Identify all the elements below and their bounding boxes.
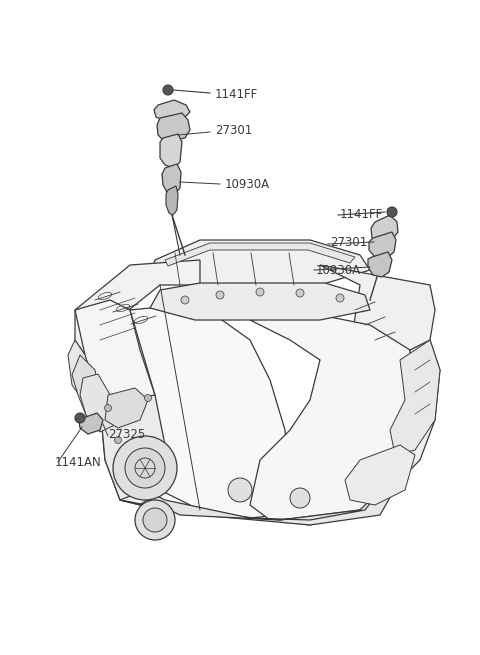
Polygon shape [390, 340, 440, 455]
Circle shape [125, 448, 165, 488]
Circle shape [113, 436, 177, 500]
Polygon shape [150, 240, 370, 285]
Polygon shape [368, 252, 392, 277]
Circle shape [143, 508, 167, 532]
Polygon shape [68, 340, 100, 410]
Circle shape [135, 500, 175, 540]
Circle shape [336, 294, 344, 302]
Circle shape [216, 291, 224, 299]
Text: 10930A: 10930A [316, 263, 361, 276]
Polygon shape [145, 490, 380, 520]
Polygon shape [75, 300, 165, 505]
Text: 27325: 27325 [108, 428, 145, 441]
Polygon shape [157, 113, 190, 142]
Circle shape [256, 288, 264, 296]
Polygon shape [150, 283, 370, 320]
Polygon shape [250, 315, 425, 525]
Circle shape [228, 478, 252, 502]
Circle shape [115, 436, 121, 443]
Polygon shape [166, 186, 178, 215]
Circle shape [181, 296, 189, 304]
Circle shape [144, 394, 152, 402]
Polygon shape [371, 215, 398, 243]
Circle shape [290, 488, 310, 508]
Circle shape [387, 207, 397, 217]
Polygon shape [162, 164, 181, 194]
Polygon shape [130, 305, 290, 518]
Polygon shape [154, 100, 190, 122]
Polygon shape [75, 260, 200, 355]
Polygon shape [165, 243, 355, 266]
Text: 27301: 27301 [215, 124, 252, 136]
Polygon shape [120, 480, 400, 525]
Polygon shape [100, 395, 165, 500]
Polygon shape [345, 445, 415, 505]
Polygon shape [72, 355, 105, 425]
Text: 1141AN: 1141AN [55, 455, 102, 468]
Polygon shape [80, 374, 115, 432]
Polygon shape [369, 232, 396, 258]
Text: 1141FF: 1141FF [340, 208, 383, 221]
Text: 1141FF: 1141FF [215, 88, 258, 102]
Circle shape [296, 289, 304, 297]
Polygon shape [400, 340, 440, 480]
Polygon shape [160, 134, 182, 168]
Polygon shape [320, 265, 435, 370]
Polygon shape [105, 388, 148, 428]
Circle shape [75, 413, 85, 423]
Text: 27301: 27301 [330, 236, 367, 250]
Circle shape [163, 85, 173, 95]
Polygon shape [79, 413, 103, 434]
Text: 10930A: 10930A [225, 179, 270, 191]
Circle shape [105, 405, 111, 411]
